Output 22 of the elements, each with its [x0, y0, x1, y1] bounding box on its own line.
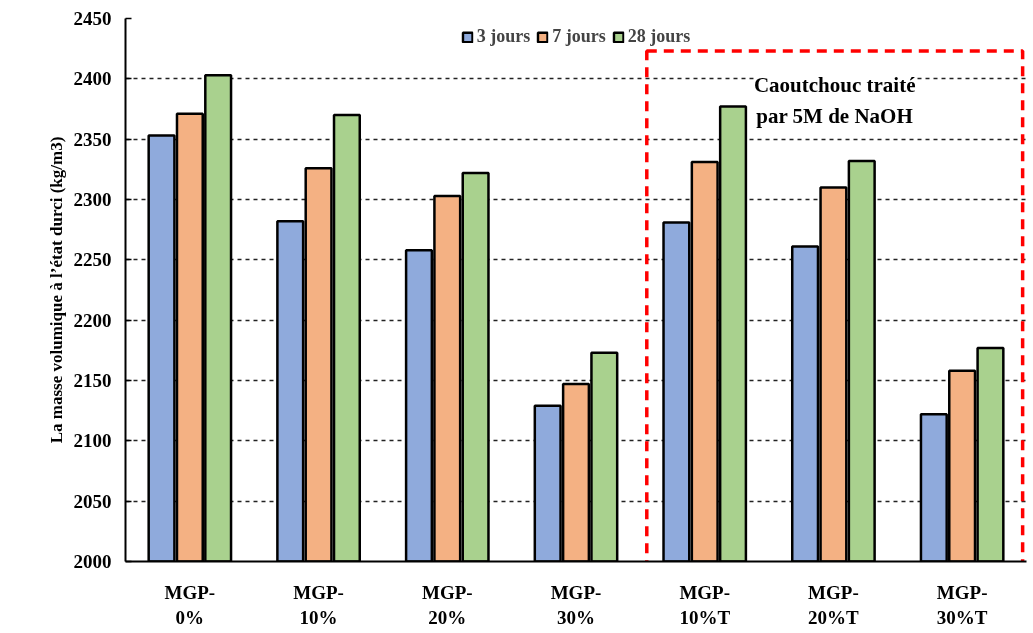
y-tick-label: 2200 [73, 309, 112, 331]
legend-label: 28 jours [627, 26, 691, 47]
y-tick-label: 2100 [73, 430, 112, 452]
y-tick-label: 2050 [73, 490, 112, 512]
x-tick-label: MGP- 10%T [679, 581, 731, 628]
x-tick-label: MGP- 10% [293, 581, 344, 628]
y-axis-title: La masse volumique à l’état durci (kg/m3) [46, 136, 66, 444]
legend-label: 3 jours [476, 26, 531, 47]
y-tick-label: 2250 [73, 249, 112, 271]
y-tick-label: 2150 [73, 370, 112, 391]
y-tick-label: 2300 [73, 189, 112, 210]
x-tick-label: MGP- 0% [164, 581, 216, 628]
y-tick-label: 2000 [73, 551, 112, 572]
y-tick-label: 2450 [73, 8, 112, 29]
x-tick-label: MGP- 20% [421, 581, 473, 628]
x-tick-label: MGP- 30%T [936, 581, 988, 628]
x-tick-label: MGP- 30% [550, 581, 602, 628]
x-tick-label: MGP- 20%T [808, 581, 860, 628]
y-tick-label: 2350 [73, 128, 112, 150]
y-tick-label: 2400 [73, 68, 112, 90]
annotation: Caoutchouc traité par 5M de NaOH [753, 72, 916, 128]
legend-label: 7 jours [552, 26, 606, 47]
